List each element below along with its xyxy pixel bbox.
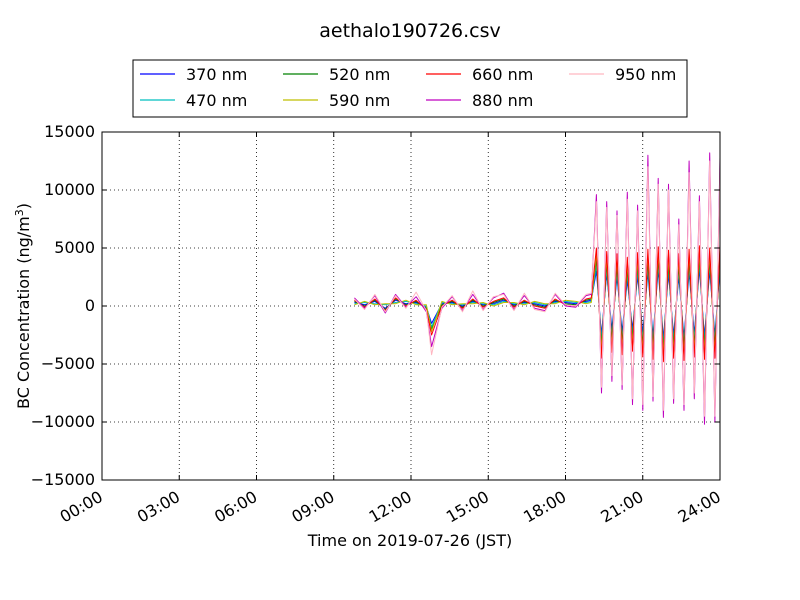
legend-label: 590 nm [329,91,390,110]
y-tick-label: 10000 [44,180,95,199]
y-tick-label: −15000 [31,470,95,489]
x-tick-label: 03:00 [134,487,183,527]
x-tick-label: 00:00 [57,487,106,527]
y-tick-label: 15000 [44,122,95,141]
series-line-7 [354,160,721,417]
y-axis-label-end: ) [14,203,33,209]
legend-label: 470 nm [186,91,247,110]
plot-lines [354,152,721,425]
x-tick-label: 15:00 [443,487,492,527]
x-tick-label: 06:00 [211,487,260,527]
series-line-6 [354,152,721,425]
grid [102,132,720,480]
y-tick-label: −5000 [41,354,95,373]
legend-label: 370 nm [186,65,247,84]
y-tick-label: 0 [85,296,95,315]
x-axis-label: Time on 2019-07-26 (JST) [307,531,512,550]
legend-label: 520 nm [329,65,390,84]
x-tick-label: 18:00 [520,487,569,527]
legend-box [132,59,688,118]
chart-title: aethalo190726.csv [319,20,501,42]
legend-label: 950 nm [615,65,676,84]
y-axis: 15000 10000 5000 0 −5000 −10000 −15000 [31,122,720,489]
legend-label: 660 nm [472,65,533,84]
y-axis-label-main: BC Concentration (ng/m [14,216,33,409]
y-axis-label: BC Concentration (ng/m3) [13,203,33,409]
x-tick-label: 21:00 [597,487,646,527]
legend: 370 nm 470 nm 520 nm 590 nm 660 nm 880 nm 950 … [132,59,688,118]
x-tick-label: 09:00 [288,487,337,527]
y-tick-label: 5000 [54,238,95,257]
x-tick-label: 12:00 [366,487,415,527]
x-tick-label: 24:00 [675,487,724,527]
y-tick-label: −10000 [31,412,95,431]
y-axis-label-sup: 3 [13,209,26,216]
legend-label: 880 nm [472,91,533,110]
series-line-5 [354,244,721,363]
